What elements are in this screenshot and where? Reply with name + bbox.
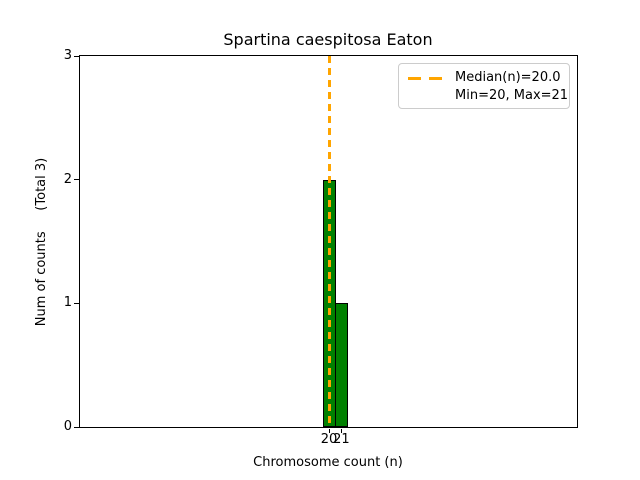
legend-row-minmax: Min=20, Max=21 (408, 87, 568, 105)
histogram-bar (334, 303, 348, 427)
y-tick (74, 179, 79, 181)
median-line (327, 56, 331, 427)
y-tick (74, 55, 79, 57)
x-tick-label: 20 (320, 432, 338, 447)
legend-label-minmax: Min=20, Max=21 (455, 88, 569, 103)
y-tick-label: 2 (63, 171, 72, 187)
y-tick (74, 302, 79, 304)
y-tick (74, 426, 79, 428)
x-tick-label: 21 (333, 432, 350, 447)
chart-title: Spartina caespitosa Eaton (223, 30, 433, 49)
y-axis-label-box: Num of counts (Total 3) (32, 56, 52, 427)
x-axis-label: Chromosome count (n) (253, 455, 403, 470)
legend: Median(n)=20.0 Min=20, Max=21 (398, 63, 570, 109)
median-dashed-line-swatch (408, 76, 445, 80)
plot-area (74, 55, 578, 433)
y-axis-label: Num of counts (Total 3) (34, 157, 50, 326)
legend-label-median: Median(n)=20.0 (455, 70, 561, 85)
legend-row-median: Median(n)=20.0 (408, 69, 561, 87)
y-tick-label: 1 (63, 295, 72, 311)
legend-handle-spacer (408, 95, 445, 98)
x-tick (340, 429, 342, 433)
y-tick-label: 0 (63, 419, 72, 434)
y-tick-label: 3 (63, 48, 72, 63)
x-tick (328, 429, 330, 433)
